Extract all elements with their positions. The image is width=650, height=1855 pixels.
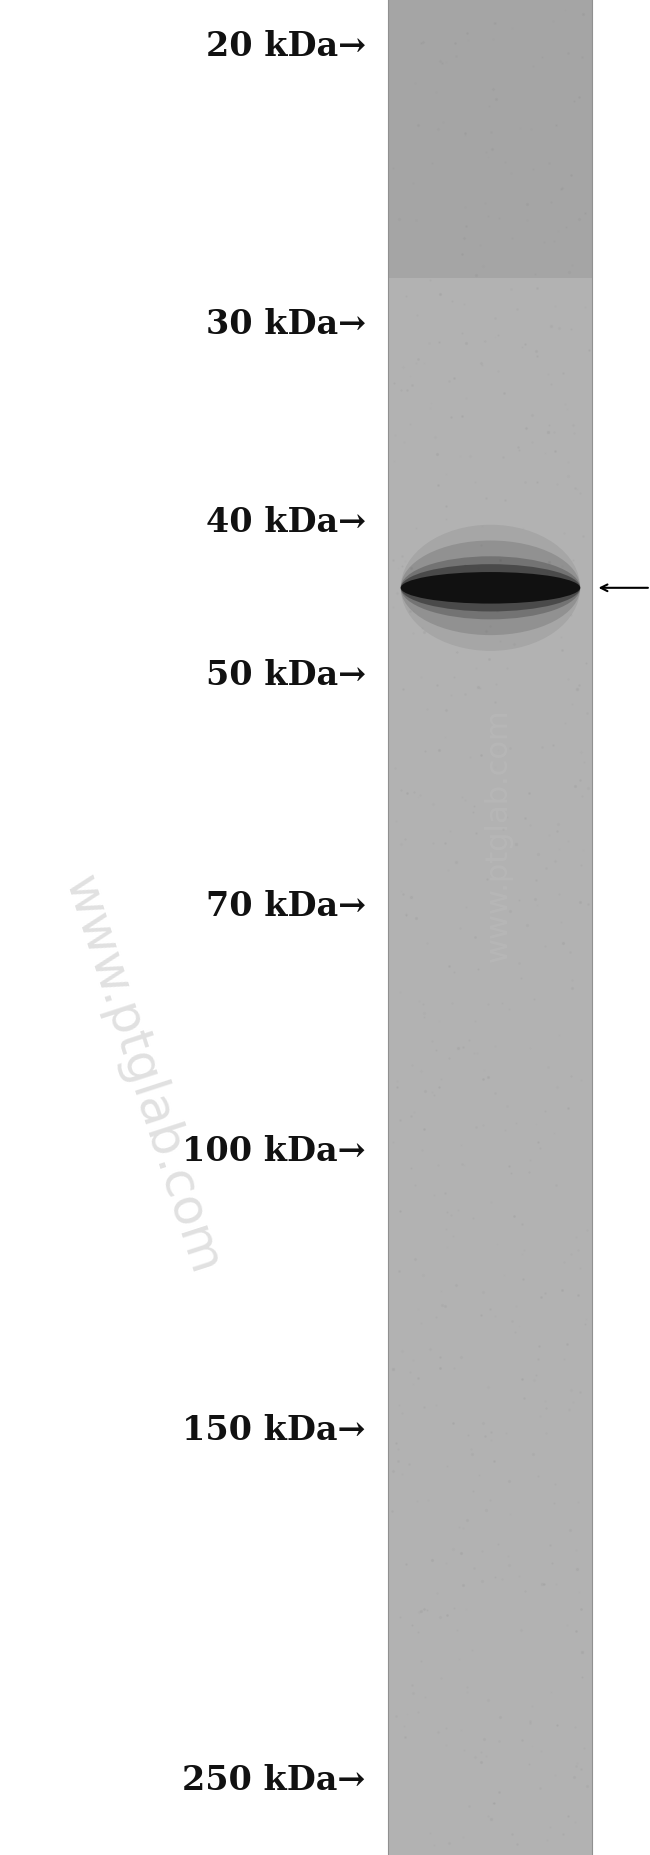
Text: 250 kDa→: 250 kDa→ (183, 1764, 366, 1797)
Text: www.ptglab.com: www.ptglab.com (484, 709, 513, 961)
Text: 70 kDa→: 70 kDa→ (205, 890, 366, 924)
Text: 40 kDa→: 40 kDa→ (205, 506, 366, 538)
Ellipse shape (401, 540, 580, 634)
Text: www.ptglab.com: www.ptglab.com (55, 870, 229, 1282)
Text: 20 kDa→: 20 kDa→ (205, 30, 366, 63)
Text: 150 kDa→: 150 kDa→ (183, 1414, 366, 1447)
Text: 50 kDa→: 50 kDa→ (205, 659, 366, 692)
Text: 30 kDa→: 30 kDa→ (205, 308, 366, 341)
Ellipse shape (401, 525, 580, 651)
Ellipse shape (401, 571, 580, 603)
Ellipse shape (401, 556, 580, 620)
Text: 100 kDa→: 100 kDa→ (182, 1135, 366, 1169)
Ellipse shape (401, 564, 580, 612)
Bar (389, 0, 592, 1855)
Bar (389, 0, 592, 278)
